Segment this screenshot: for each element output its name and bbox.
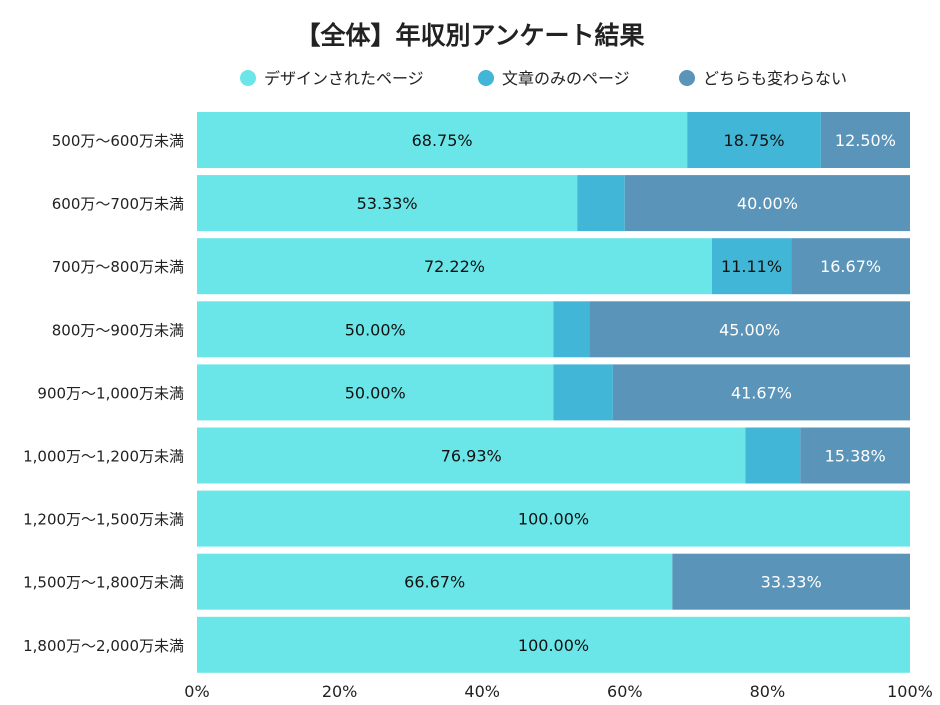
bar-segment bbox=[612, 364, 910, 421]
data-label: 45.00% bbox=[719, 320, 780, 339]
data-label: 40.00% bbox=[737, 194, 798, 213]
bar-segment bbox=[711, 238, 792, 295]
category-label: 1,500万〜1,800万未満 bbox=[23, 574, 184, 592]
data-label: 50.00% bbox=[345, 320, 406, 339]
category-label: 1,800万〜2,000万未満 bbox=[23, 637, 184, 655]
bar-segment bbox=[197, 490, 910, 547]
data-label: 100.00% bbox=[518, 510, 589, 529]
data-label: 50.00% bbox=[345, 383, 406, 402]
bar-segment bbox=[197, 616, 910, 673]
bar-segment bbox=[589, 301, 910, 358]
bar-segment bbox=[197, 112, 688, 168]
data-label: 53.33% bbox=[357, 194, 418, 213]
legend-label: 文章のみのページ bbox=[502, 69, 630, 88]
data-label: 66.67% bbox=[404, 573, 465, 592]
bar-segment bbox=[791, 238, 910, 295]
bar-segment bbox=[624, 175, 910, 232]
x-tick-label: 20% bbox=[322, 682, 358, 701]
category-label: 500万〜600万未満 bbox=[52, 132, 184, 150]
bar-segment bbox=[553, 301, 590, 358]
legend-label: どちらも変わらない bbox=[703, 69, 847, 88]
bar-segment bbox=[800, 427, 910, 484]
x-tick-label: 100% bbox=[887, 682, 933, 701]
category-label: 700万〜800万未満 bbox=[52, 258, 184, 276]
data-label: 68.75% bbox=[412, 131, 473, 150]
x-tick-label: 40% bbox=[464, 682, 500, 701]
x-tick-label: 80% bbox=[750, 682, 786, 701]
bar-segment bbox=[197, 301, 554, 358]
bar-segment bbox=[197, 238, 712, 295]
data-label: 100.00% bbox=[518, 636, 589, 655]
data-label: 15.38% bbox=[825, 447, 886, 466]
legend-swatch bbox=[240, 70, 256, 86]
data-label: 12.50% bbox=[835, 131, 896, 150]
bar-segment bbox=[672, 553, 910, 610]
data-label: 16.67% bbox=[820, 257, 881, 276]
data-label: 18.75% bbox=[724, 131, 785, 150]
bar-segment bbox=[197, 364, 554, 421]
bar-segment bbox=[553, 364, 613, 421]
bar-segment bbox=[197, 553, 673, 610]
data-label: 11.11% bbox=[721, 257, 782, 276]
category-label: 1,000万〜1,200万未満 bbox=[23, 448, 184, 466]
category-label: 600万〜700万未満 bbox=[52, 195, 184, 213]
category-label: 1,200万〜1,500万未満 bbox=[23, 511, 184, 529]
legend-label: デザインされたページ bbox=[264, 69, 424, 88]
bar-segment bbox=[197, 427, 746, 484]
category-label: 800万〜900万未満 bbox=[52, 321, 184, 339]
bar-segment bbox=[577, 175, 625, 232]
bar-segment bbox=[820, 112, 910, 168]
x-tick-label: 0% bbox=[184, 682, 209, 701]
data-label: 72.22% bbox=[424, 257, 485, 276]
bar-segment bbox=[745, 427, 801, 484]
x-tick-label: 60% bbox=[607, 682, 643, 701]
data-label: 76.93% bbox=[441, 447, 502, 466]
chart-title: 【全体】年収別アンケート結果 bbox=[295, 21, 645, 50]
category-label: 900万〜1,000万未満 bbox=[37, 384, 184, 402]
bar-segment bbox=[197, 175, 578, 232]
legend-swatch bbox=[478, 70, 494, 86]
data-label: 33.33% bbox=[761, 573, 822, 592]
bar-segment bbox=[687, 112, 821, 168]
data-label: 41.67% bbox=[731, 383, 792, 402]
legend-swatch bbox=[679, 70, 695, 86]
